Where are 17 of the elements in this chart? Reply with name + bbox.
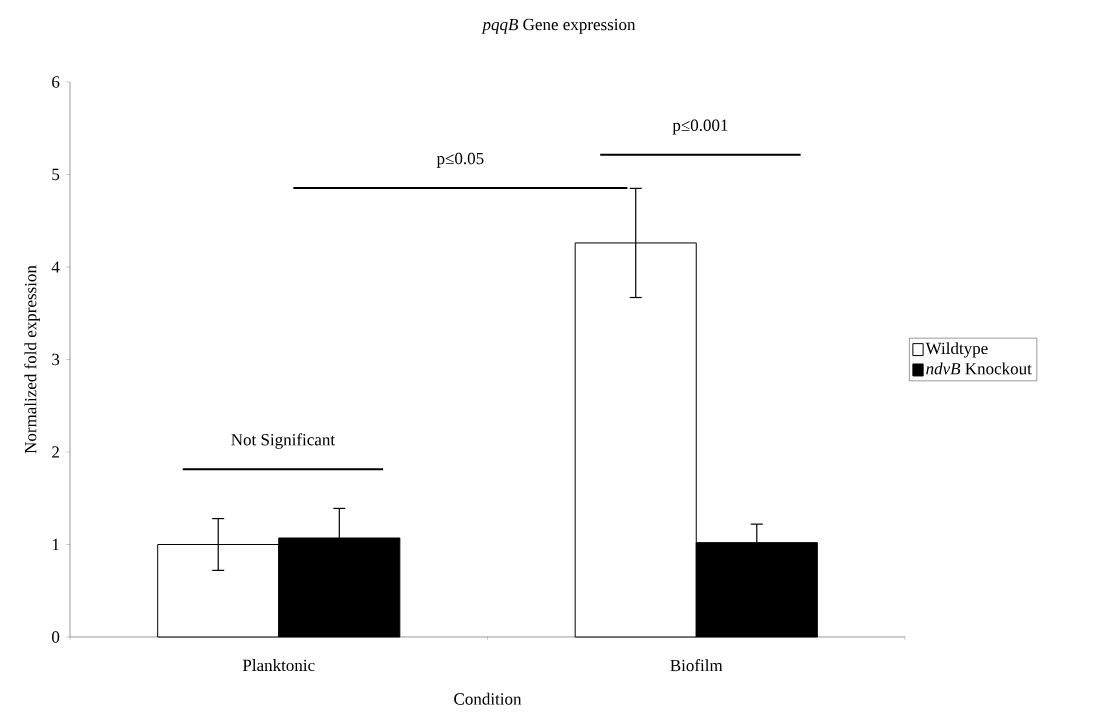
y-tick-label: 5 <box>52 168 60 181</box>
y-tick-label: 1 <box>52 538 59 551</box>
x-tick-label: Planktonic <box>242 659 315 672</box>
annotation: p≤0.05 <box>436 152 484 168</box>
annotation: Not Significant <box>231 433 335 449</box>
y-tick-label: 4 <box>51 261 60 273</box>
y-tick-label: 0 <box>52 631 60 643</box>
y-tick-label: 6 <box>52 76 60 88</box>
legend-label: Wildtype <box>925 342 988 358</box>
chart-title: pqqB Gene expression <box>481 18 636 34</box>
x-axis-title: Condition <box>454 692 522 705</box>
legend-label: ndvB Knockout <box>926 362 1032 375</box>
annotation: p≤0.001 <box>672 119 728 135</box>
y-tick-label: 2 <box>52 446 59 458</box>
y-axis-title: Normalized fold expression <box>24 265 40 454</box>
x-tick-label: Biofilm <box>670 659 723 672</box>
y-tick-label: 3 <box>52 353 60 366</box>
